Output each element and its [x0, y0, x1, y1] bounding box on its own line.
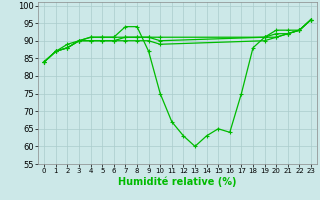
- X-axis label: Humidité relative (%): Humidité relative (%): [118, 177, 237, 187]
